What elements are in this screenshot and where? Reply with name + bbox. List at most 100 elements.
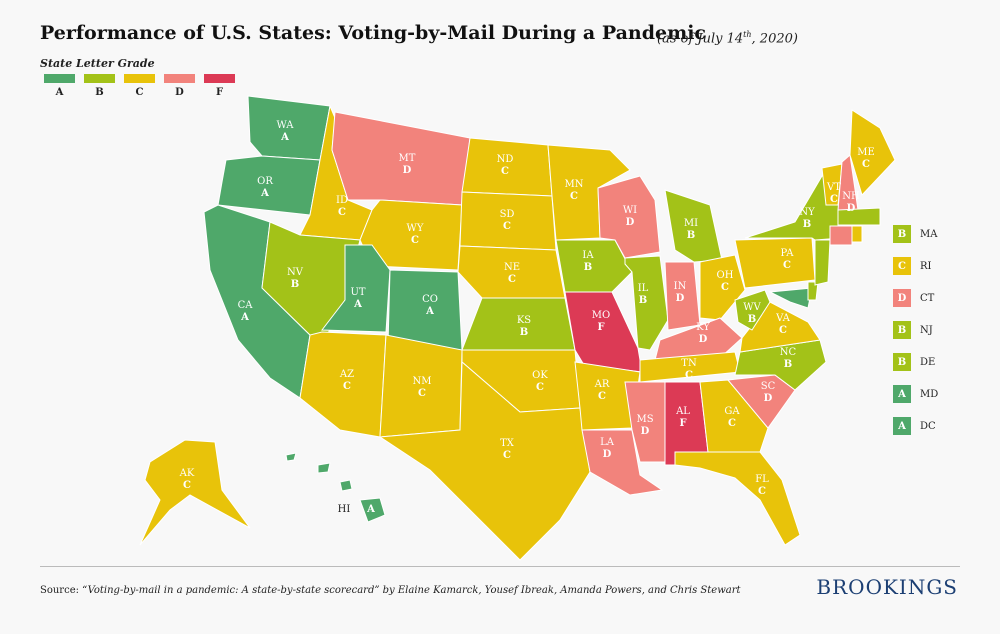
legend-item-f: F [204, 74, 235, 98]
state-label-wi: WID [623, 205, 637, 228]
state-grade: A [353, 299, 362, 310]
state-tx [378, 360, 591, 561]
state-label-ga: GAC [724, 406, 740, 429]
ne-state-code: MA [920, 228, 938, 240]
state-label-nc: NCB [780, 347, 797, 370]
state-md [768, 287, 813, 309]
state-grade: C [411, 235, 419, 246]
state-abbr: FL [755, 474, 769, 485]
state-ky [654, 317, 743, 361]
state-label-la: LAD [600, 437, 615, 460]
state-wi [597, 175, 661, 259]
state-label-hi: HI A [338, 504, 375, 515]
ne-grade-box: B [893, 321, 911, 339]
state-grade: C [721, 282, 729, 293]
state-abbr: VA [775, 313, 791, 324]
state-grade: A [425, 306, 434, 317]
state-ms [624, 381, 666, 463]
state-label-ky: KYD [696, 322, 710, 345]
legend-item-c: C [124, 74, 155, 98]
state-label-tn: TNC [681, 358, 697, 381]
state-abbr: OH [717, 270, 734, 281]
state-grade: B [520, 327, 528, 338]
state-abbr: AZ [339, 369, 354, 380]
state-grade: C [508, 274, 516, 285]
state-pa [734, 237, 816, 289]
state-ar [574, 361, 641, 431]
state-ut [321, 244, 391, 333]
ne-item-ma: B MA [893, 218, 938, 250]
ne-item-ri: C RI [893, 250, 938, 282]
state-abbr: NC [780, 347, 797, 358]
ne-grade-box: D [893, 289, 911, 307]
state-grade: B [748, 314, 756, 325]
state-abbr: CO [422, 294, 438, 305]
state-label-mt: MTD [399, 153, 416, 176]
state-abbr: WI [623, 205, 637, 216]
state-abbr: CA [238, 300, 254, 311]
state-label-ks: KSB [517, 315, 531, 338]
state-grade: C [418, 388, 426, 399]
state-label-ar: ARC [594, 379, 610, 402]
state-grade: C [862, 159, 870, 170]
state-abbr: IN [674, 281, 687, 292]
state-abbr: AK [179, 468, 195, 479]
state-ak [139, 439, 251, 546]
map-subtitle: (as of July 14th, 2020) [657, 30, 798, 47]
state-grade: D [403, 165, 412, 176]
state-abbr: VT [826, 182, 841, 193]
state-label-ia: IAB [582, 250, 594, 273]
ne-grade-box: C [893, 257, 911, 275]
legend-label: A [55, 87, 64, 98]
state-abbr: WA [276, 120, 294, 131]
state-abbr: MN [565, 179, 584, 190]
state-label-co: COA [422, 294, 438, 317]
state-nj [814, 239, 831, 286]
state-grade: A [240, 312, 249, 323]
state-label-nh: NHD [842, 191, 860, 214]
state-abbr: PA [780, 248, 794, 259]
legend-item-a: A [44, 74, 75, 98]
state-grade: C [598, 391, 606, 402]
state-abbr: KY [696, 322, 710, 333]
state-grade: C [570, 191, 578, 202]
state-grade: B [584, 262, 592, 273]
state-grade: C [503, 221, 511, 232]
state-ma [837, 207, 881, 226]
state-abbr: WV [743, 302, 761, 313]
legend-label: C [135, 87, 144, 98]
northeast-grade-list: B MA C RI D CT B NJ B DE A MD A DC [893, 218, 938, 442]
state-label-ne: NEC [504, 262, 520, 285]
state-il [624, 255, 669, 351]
state-grade: C [503, 450, 511, 461]
state-label-in: IND [674, 281, 687, 304]
state-abbr: AR [594, 379, 610, 390]
state-grade: C [728, 418, 736, 429]
legend-swatch [204, 74, 235, 83]
state-ia [555, 239, 633, 293]
state-label-va: VAC [775, 313, 791, 336]
state-label-vt: VTC [826, 182, 841, 205]
state-abbr: SC [761, 381, 776, 392]
state-grade: D [641, 426, 650, 437]
state-ct [829, 225, 853, 246]
state-abbr: HI [338, 504, 351, 515]
legend-swatch [44, 74, 75, 83]
state-abbr: ID [336, 195, 348, 206]
legend-item-b: B [84, 74, 115, 98]
ne-item-nj: B NJ [893, 314, 938, 346]
state-grade: C [343, 381, 351, 392]
ne-state-code: MD [920, 388, 939, 400]
state-label-or: ORA [257, 176, 273, 199]
state-grade: C [536, 382, 544, 393]
state-label-nv: NVB [287, 267, 304, 290]
ne-item-dc: A DC [893, 410, 938, 442]
state-grade: D [676, 293, 685, 304]
state-grade: B [784, 359, 792, 370]
state-label-wv: WVB [743, 302, 761, 325]
legend-title: State Letter Grade [40, 57, 155, 70]
state-grade: C [779, 325, 787, 336]
state-label-ca: CAA [238, 300, 254, 323]
state-grade: A [280, 132, 289, 143]
